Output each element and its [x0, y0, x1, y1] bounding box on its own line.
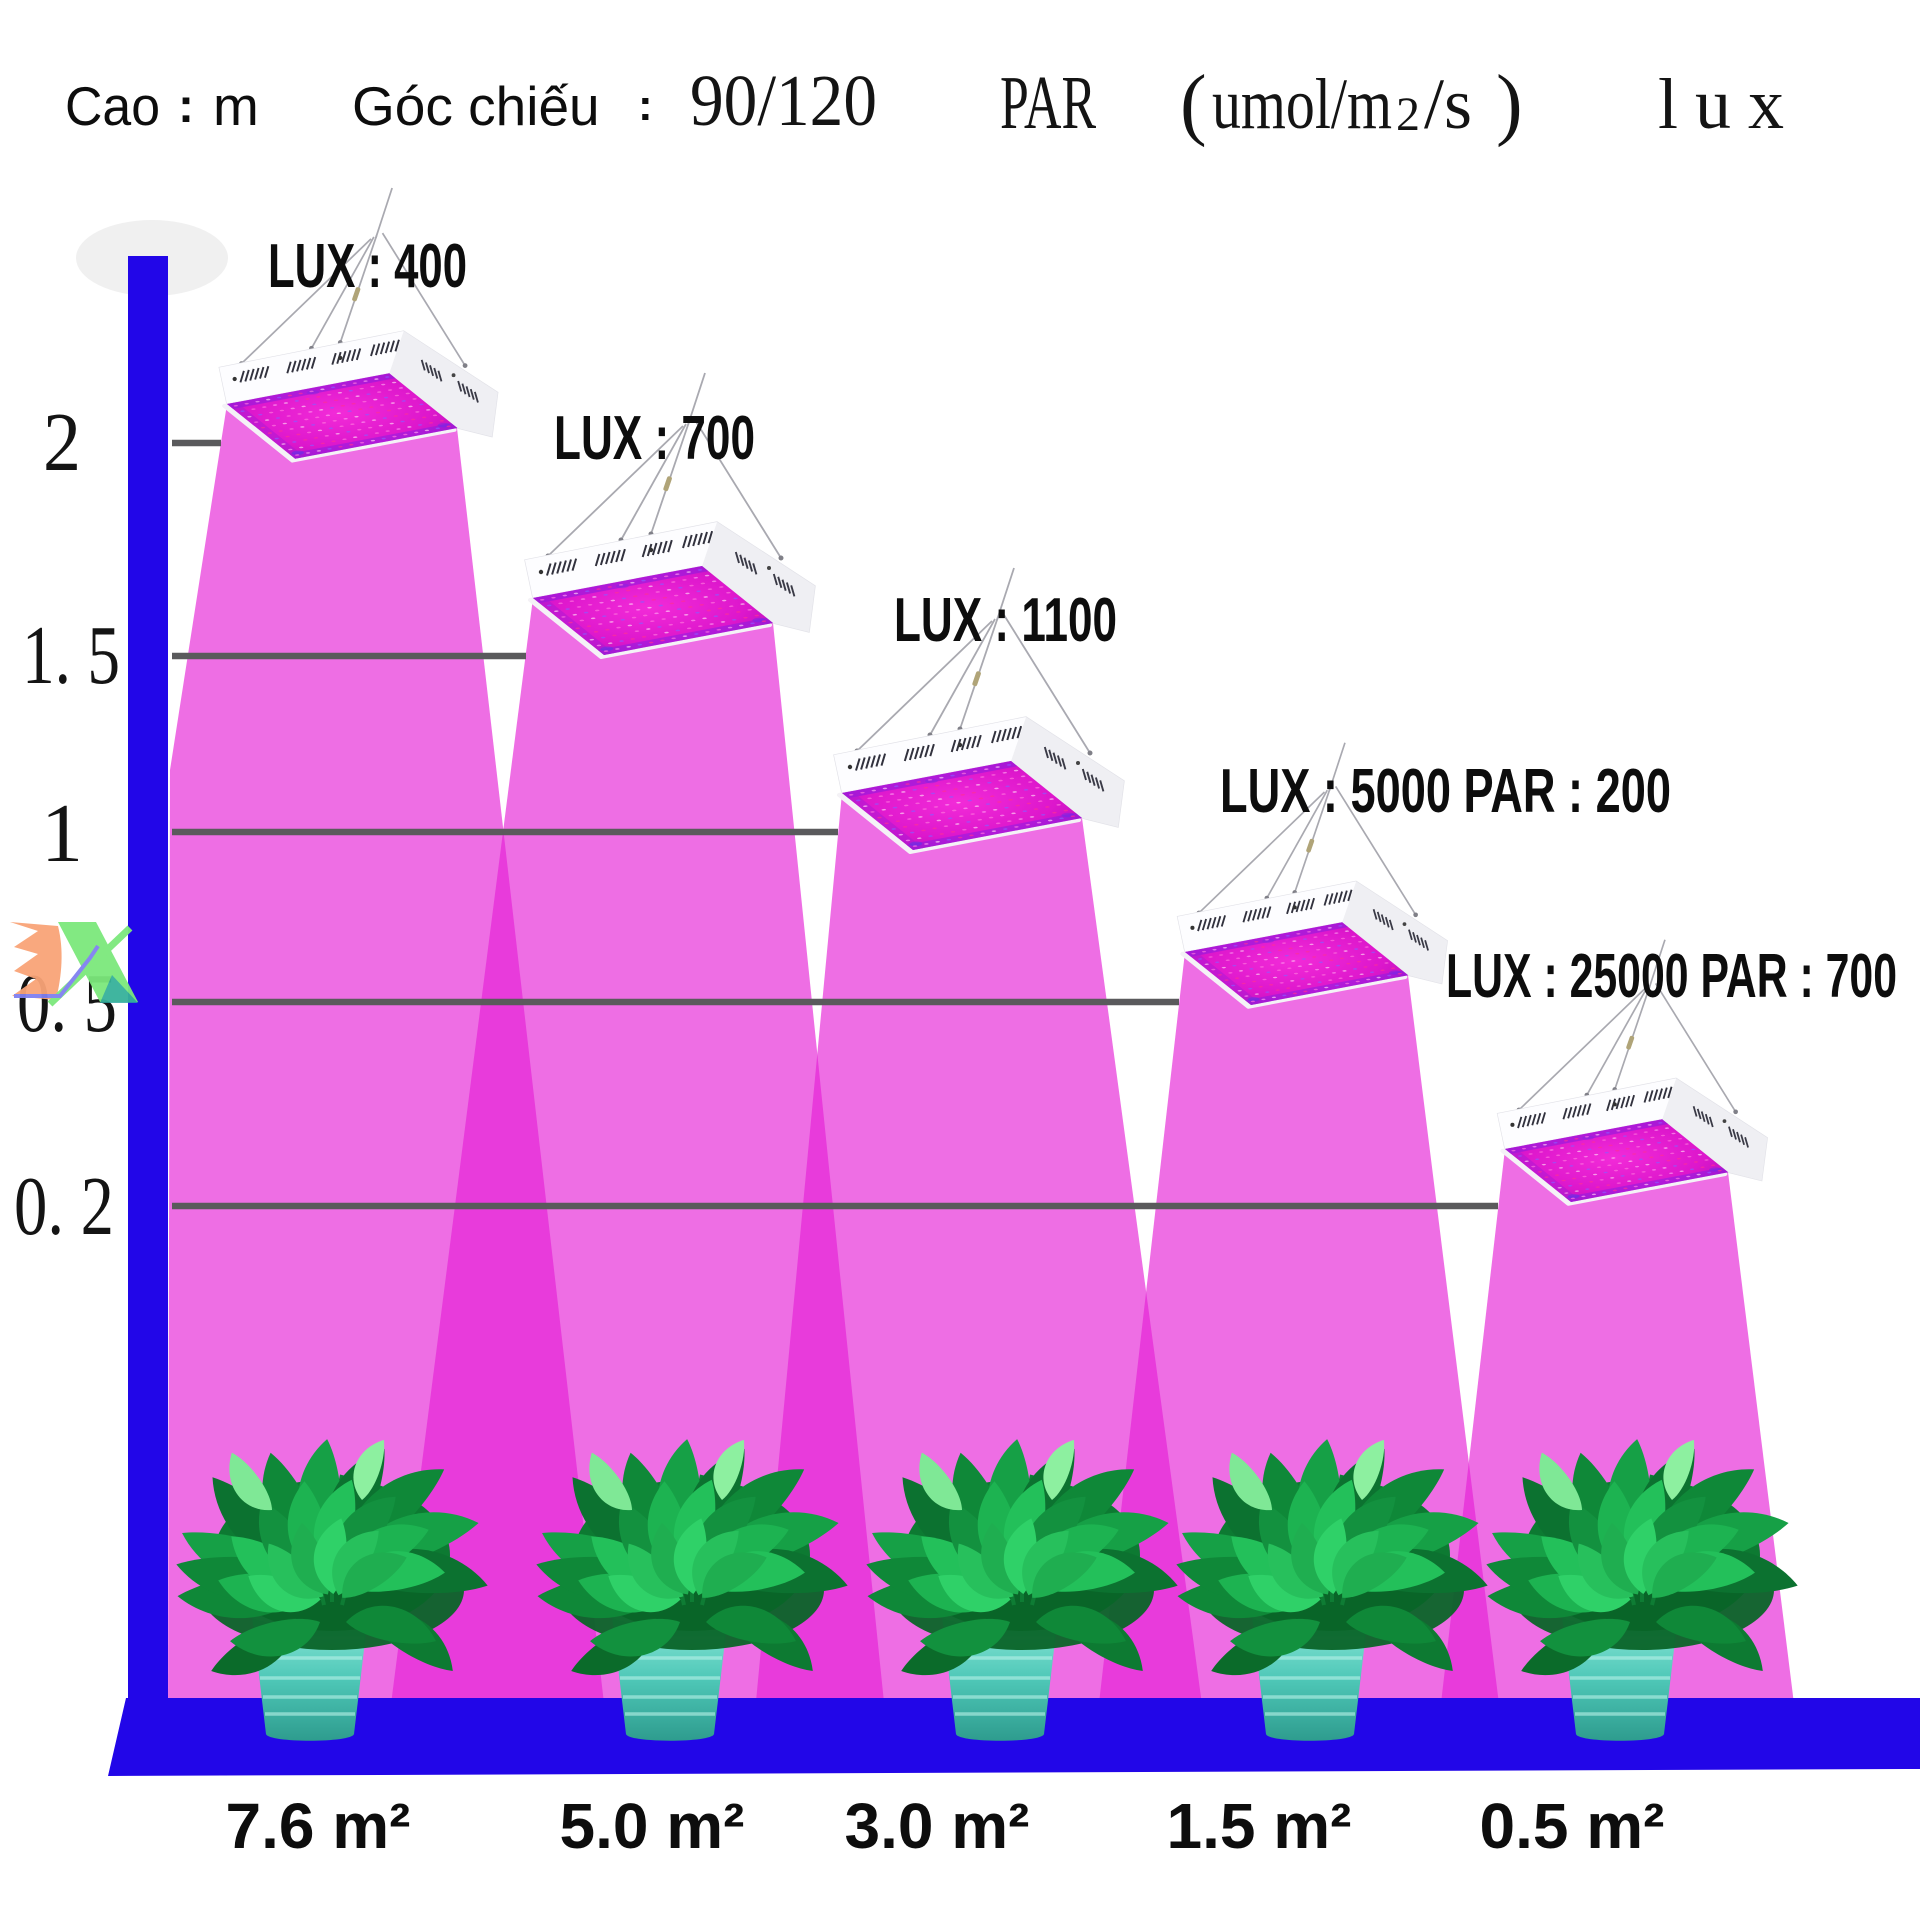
svg-text::: : — [178, 80, 194, 133]
svg-text:m: m — [213, 75, 259, 137]
svg-text:7.6 m²: 7.6 m² — [226, 1790, 411, 1862]
svg-text:2: 2 — [43, 396, 81, 489]
svg-text:PAR: PAR — [1000, 61, 1096, 145]
svg-text:1: 1 — [41, 787, 83, 880]
svg-text::: : — [638, 81, 653, 130]
svg-text:5.0 m²: 5.0 m² — [560, 1790, 745, 1862]
svg-text:/s: /s — [1424, 64, 1472, 144]
svg-text:1. 5: 1. 5 — [22, 609, 120, 702]
svg-text:lux: lux — [1658, 64, 1784, 144]
svg-text:Góc chiếu: Góc chiếu — [352, 75, 600, 137]
svg-text:1.5 m²: 1.5 m² — [1167, 1790, 1352, 1862]
svg-text:): ) — [1496, 60, 1523, 148]
svg-text:0.5 m²: 0.5 m² — [1480, 1790, 1665, 1862]
svg-text:LUX : 400: LUX : 400 — [268, 232, 467, 301]
svg-text:Cao: Cao — [65, 75, 160, 137]
svg-text:2: 2 — [1396, 88, 1420, 141]
svg-text:umol/m: umol/m — [1212, 64, 1392, 144]
svg-text:90/120: 90/120 — [690, 60, 877, 141]
svg-text:(: ( — [1180, 60, 1207, 148]
svg-text:3.0 m²: 3.0 m² — [845, 1790, 1030, 1862]
svg-text:0. 2: 0. 2 — [14, 1160, 114, 1253]
svg-text:LUX : 25000 PAR : 700: LUX : 25000 PAR : 700 — [1446, 942, 1897, 1011]
svg-text:LUX : 5000 PAR : 200: LUX : 5000 PAR : 200 — [1220, 757, 1671, 826]
svg-text:LUX : 1100: LUX : 1100 — [894, 586, 1117, 655]
svg-text:LUX : 700: LUX : 700 — [554, 404, 755, 473]
